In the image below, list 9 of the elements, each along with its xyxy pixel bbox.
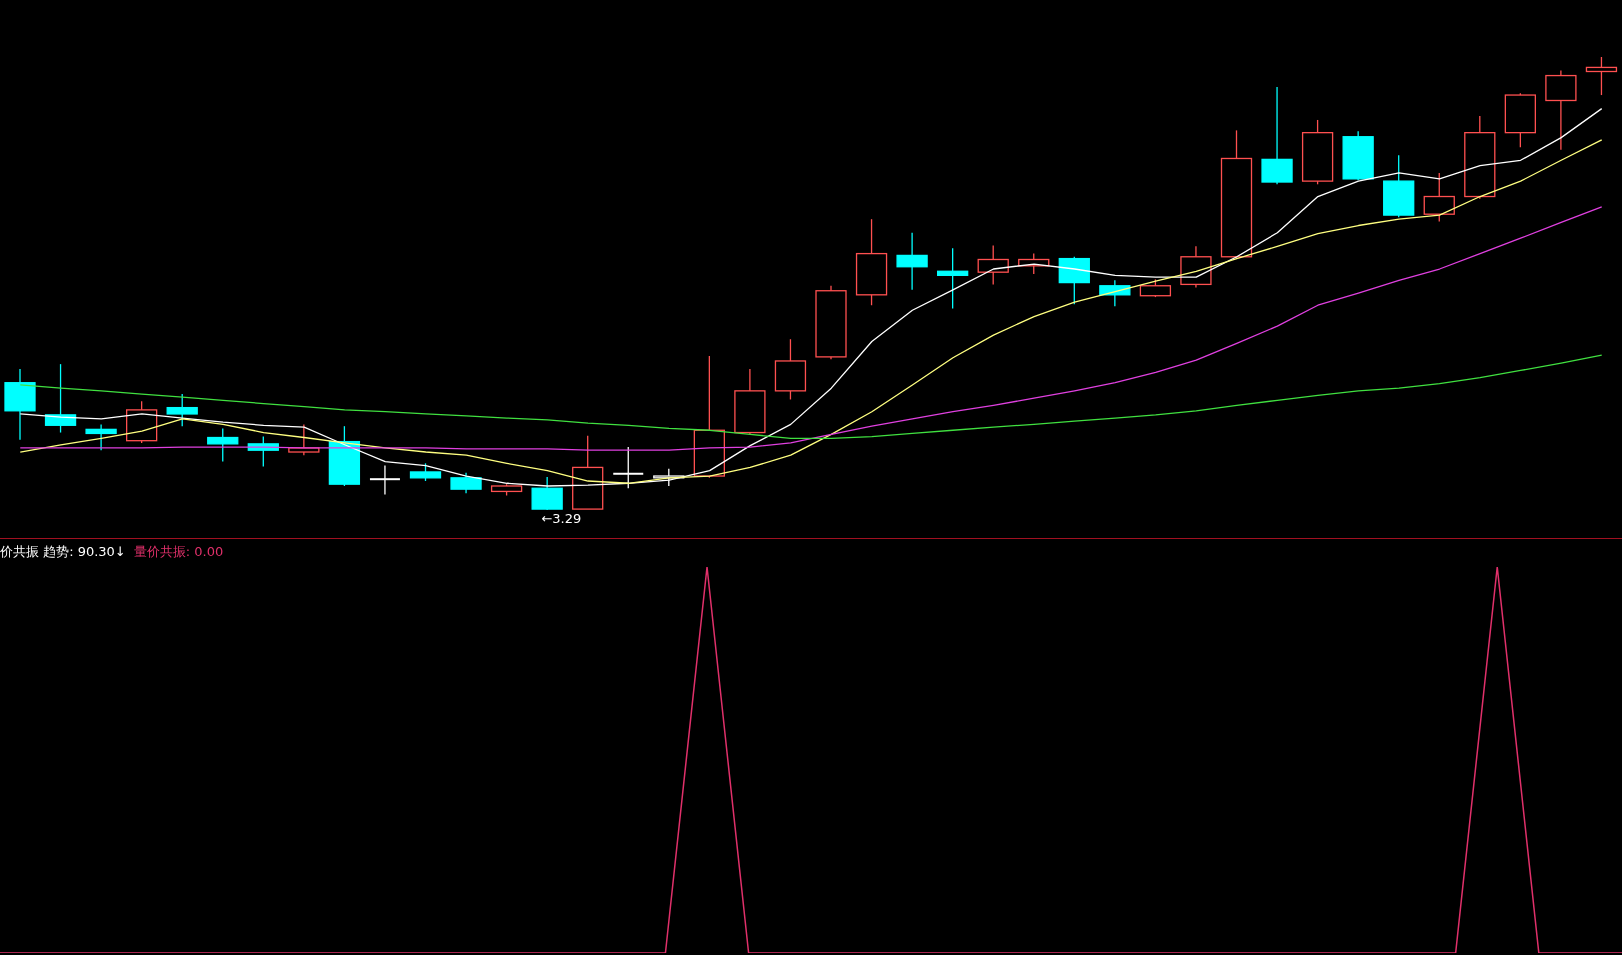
annotation: ←3.29 (541, 511, 582, 526)
candlestick (166, 393, 198, 427)
candlestick (612, 446, 645, 489)
candlestick (1585, 57, 1618, 96)
candlestick (937, 247, 969, 310)
candlestick (85, 423, 117, 451)
text: 价共振 趋势: 90.30↓ (0, 544, 126, 559)
candlestick (368, 464, 401, 496)
text: 量价共振: 0.00 (133, 544, 224, 559)
